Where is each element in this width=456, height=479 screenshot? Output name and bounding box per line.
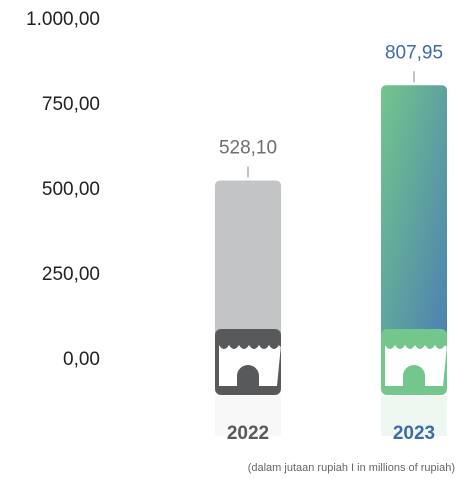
y-tick-label: 250,00 xyxy=(42,264,100,285)
bar-reflection xyxy=(381,396,447,436)
y-tick-label: 750,00 xyxy=(42,94,100,115)
y-tick-label: 1.000,00 xyxy=(26,9,100,30)
note: (dalam jutaan rupiah I in millions of ru… xyxy=(248,462,455,474)
store-door xyxy=(403,365,425,386)
value-label: 807,95 xyxy=(385,42,443,63)
bar-reflection xyxy=(215,396,281,436)
y-tick-label: 500,00 xyxy=(42,179,100,200)
value-label: 528,10 xyxy=(219,137,277,158)
store-door xyxy=(237,365,259,386)
x-tick-label: 2022 xyxy=(227,423,269,444)
y-tick-label: 0,00 xyxy=(63,349,100,370)
bar xyxy=(215,180,281,364)
x-tick-label: 2023 xyxy=(393,423,435,444)
bar xyxy=(381,85,447,364)
